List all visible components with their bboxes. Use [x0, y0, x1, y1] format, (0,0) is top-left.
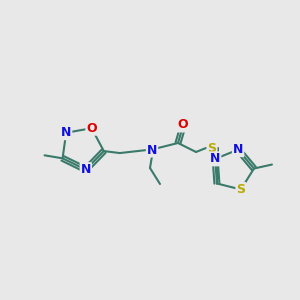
Text: N: N — [61, 126, 71, 139]
Text: N: N — [210, 152, 220, 165]
Text: O: O — [86, 122, 97, 135]
Text: N: N — [81, 163, 91, 176]
Text: S: S — [208, 142, 217, 154]
Text: S: S — [236, 183, 245, 196]
Text: O: O — [178, 118, 188, 131]
Text: N: N — [147, 143, 157, 157]
Text: N: N — [233, 143, 243, 156]
